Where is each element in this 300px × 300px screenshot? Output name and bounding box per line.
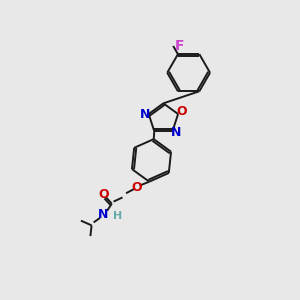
Text: H: H xyxy=(113,211,122,221)
Text: N: N xyxy=(140,107,150,121)
Text: O: O xyxy=(177,105,187,118)
Text: N: N xyxy=(171,126,181,139)
Text: O: O xyxy=(131,181,142,194)
Text: N: N xyxy=(98,208,109,221)
Text: O: O xyxy=(98,188,109,201)
Text: F: F xyxy=(175,39,184,53)
